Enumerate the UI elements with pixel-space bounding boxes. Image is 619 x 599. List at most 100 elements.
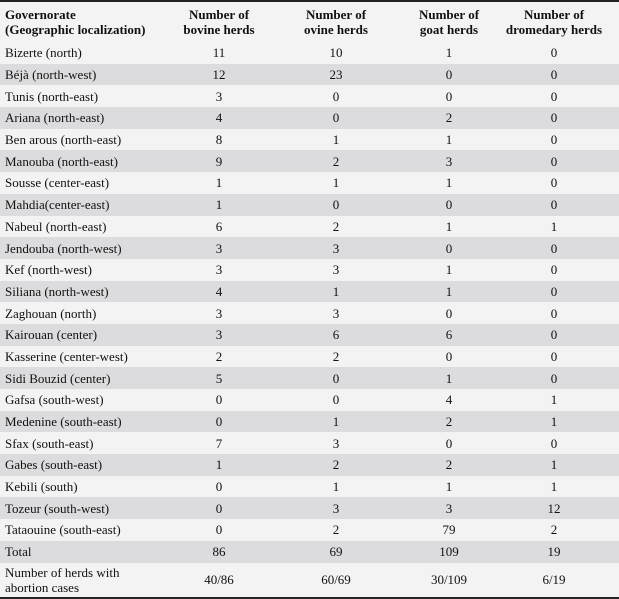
cell-goat: 79 bbox=[409, 519, 489, 541]
cell-governorate: Total bbox=[0, 540, 175, 563]
cell-governorate: Number of herds with abortion cases bbox=[0, 562, 175, 598]
table-row: Tozeur (south-west) 0 3 3 12 bbox=[0, 497, 619, 520]
cell-governorate: Manouba (north-east) bbox=[0, 150, 175, 173]
cell-governorate: Ben arous (north-east) bbox=[0, 128, 175, 151]
cell-dromedary: 0 bbox=[489, 42, 619, 64]
cell-governorate: Zaghouan (north) bbox=[0, 302, 175, 324]
cell-dromedary: 0 bbox=[489, 258, 619, 281]
cell-goat: 2 bbox=[409, 107, 489, 129]
cell-bovine: 3 bbox=[175, 85, 263, 108]
table-row: Nabeul (north-east) 6 2 1 1 bbox=[0, 215, 619, 238]
cell-bovine: 4 bbox=[175, 107, 263, 129]
cell-dromedary: 0 bbox=[489, 323, 619, 346]
cell-bovine: 12 bbox=[175, 63, 263, 86]
cell-dromedary: 12 bbox=[489, 497, 619, 520]
cell-bovine: 6 bbox=[175, 215, 263, 238]
cell-dromedary: 1 bbox=[489, 410, 619, 433]
cell-bovine: 0 bbox=[175, 497, 263, 520]
cell-bovine: 40/86 bbox=[175, 562, 263, 598]
header-governorate: Governorate (Geographic localization) bbox=[0, 1, 175, 42]
cell-dromedary: 0 bbox=[489, 280, 619, 303]
cell-ovine: 6 bbox=[263, 323, 409, 346]
cell-ovine: 0 bbox=[263, 367, 409, 389]
cell-goat: 0 bbox=[409, 345, 489, 368]
cell-governorate: Tataouine (south-east) bbox=[0, 519, 175, 541]
cell-governorate: Kef (north-west) bbox=[0, 258, 175, 281]
cell-governorate: Ariana (north-east) bbox=[0, 107, 175, 129]
cell-goat: 3 bbox=[409, 497, 489, 520]
cell-goat: 0 bbox=[409, 237, 489, 259]
cell-bovine: 1 bbox=[175, 193, 263, 216]
table-row: Sfax (south-east) 7 3 0 0 bbox=[0, 432, 619, 455]
cell-governorate: Béjà (north-west) bbox=[0, 63, 175, 86]
cell-dromedary: 0 bbox=[489, 150, 619, 173]
cell-ovine: 3 bbox=[263, 497, 409, 520]
table-row: Bizerte (north) 11 10 1 0 bbox=[0, 42, 619, 64]
cell-governorate: Tunis (north-east) bbox=[0, 85, 175, 108]
cell-ovine: 1 bbox=[263, 475, 409, 498]
cell-dromedary: 0 bbox=[489, 367, 619, 389]
cell-bovine: 9 bbox=[175, 150, 263, 173]
cell-governorate: Sousse (center-east) bbox=[0, 172, 175, 194]
cell-goat: 0 bbox=[409, 63, 489, 86]
table-row: Sousse (center-east) 1 1 1 0 bbox=[0, 172, 619, 194]
cell-governorate: Gabes (south-east) bbox=[0, 454, 175, 476]
cell-goat: 2 bbox=[409, 454, 489, 476]
table-row: Tunis (north-east) 3 0 0 0 bbox=[0, 85, 619, 108]
table-row: Siliana (north-west) 4 1 1 0 bbox=[0, 280, 619, 303]
cell-ovine: 3 bbox=[263, 258, 409, 281]
cell-dromedary: 0 bbox=[489, 345, 619, 368]
table-row: Tataouine (south-east) 0 2 79 2 bbox=[0, 519, 619, 541]
cell-bovine: 0 bbox=[175, 410, 263, 433]
cell-ovine: 2 bbox=[263, 215, 409, 238]
cell-ovine: 2 bbox=[263, 345, 409, 368]
cell-dromedary: 0 bbox=[489, 85, 619, 108]
cell-bovine: 7 bbox=[175, 432, 263, 455]
cell-bovine: 0 bbox=[175, 519, 263, 541]
table-row: Sidi Bouzid (center) 5 0 1 0 bbox=[0, 367, 619, 389]
cell-ovine: 10 bbox=[263, 42, 409, 64]
cell-ovine: 0 bbox=[263, 193, 409, 216]
table-row: Ben arous (north-east) 8 1 1 0 bbox=[0, 128, 619, 151]
cell-bovine: 4 bbox=[175, 280, 263, 303]
cell-goat: 1 bbox=[409, 42, 489, 64]
table-row: Ariana (north-east) 4 0 2 0 bbox=[0, 107, 619, 129]
cell-ovine: 0 bbox=[263, 389, 409, 411]
cell-goat: 1 bbox=[409, 128, 489, 151]
cell-goat: 30/109 bbox=[409, 562, 489, 598]
cell-dromedary: 1 bbox=[489, 454, 619, 476]
cell-dromedary: 1 bbox=[489, 215, 619, 238]
table-row: Zaghouan (north) 3 3 0 0 bbox=[0, 302, 619, 324]
cell-ovine: 0 bbox=[263, 107, 409, 129]
cell-ovine: 3 bbox=[263, 237, 409, 259]
cell-goat: 109 bbox=[409, 540, 489, 563]
cell-goat: 1 bbox=[409, 367, 489, 389]
cell-ovine: 3 bbox=[263, 302, 409, 324]
cell-dromedary: 2 bbox=[489, 519, 619, 541]
cell-dromedary: 0 bbox=[489, 237, 619, 259]
cell-goat: 0 bbox=[409, 432, 489, 455]
cell-bovine: 1 bbox=[175, 454, 263, 476]
table-row: Kasserine (center-west) 2 2 0 0 bbox=[0, 345, 619, 368]
table-row: Gabes (south-east) 1 2 2 1 bbox=[0, 454, 619, 476]
cell-ovine: 0 bbox=[263, 85, 409, 108]
table-row: Jendouba (north-west) 3 3 0 0 bbox=[0, 237, 619, 259]
cell-governorate: Gafsa (south-west) bbox=[0, 389, 175, 411]
header-ovine: Number of ovine herds bbox=[263, 1, 409, 42]
cell-governorate: Sidi Bouzid (center) bbox=[0, 367, 175, 389]
cell-goat: 1 bbox=[409, 280, 489, 303]
cell-bovine: 0 bbox=[175, 475, 263, 498]
abortion-row: Number of herds with abortion cases 40/86 6… bbox=[0, 562, 619, 598]
table-row: Gafsa (south-west) 0 0 4 1 bbox=[0, 389, 619, 411]
cell-goat: 1 bbox=[409, 258, 489, 281]
cell-ovine: 2 bbox=[263, 519, 409, 541]
cell-goat: 3 bbox=[409, 150, 489, 173]
cell-ovine: 2 bbox=[263, 454, 409, 476]
cell-governorate: Bizerte (north) bbox=[0, 42, 175, 64]
cell-goat: 0 bbox=[409, 193, 489, 216]
cell-goat: 6 bbox=[409, 323, 489, 346]
table-row: Mahdia(center-east) 1 0 0 0 bbox=[0, 193, 619, 216]
table-row: Manouba (north-east) 9 2 3 0 bbox=[0, 150, 619, 173]
table-row: Kef (north-west) 3 3 1 0 bbox=[0, 258, 619, 281]
